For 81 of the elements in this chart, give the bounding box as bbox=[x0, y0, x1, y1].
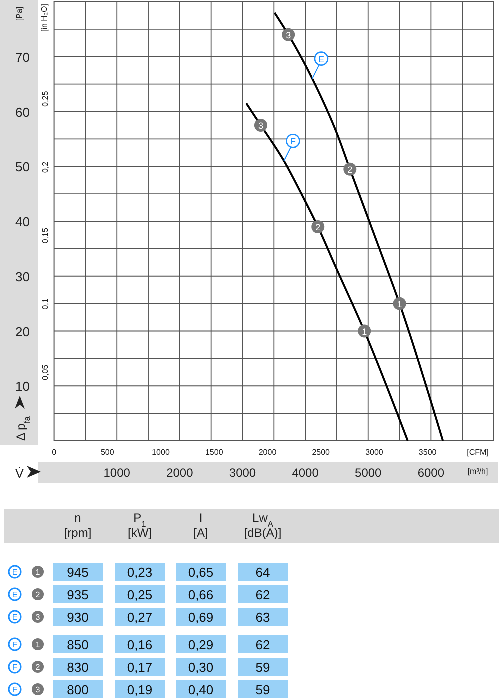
data-label: 0,25 bbox=[127, 588, 153, 602]
text: [m³/h] bbox=[468, 467, 488, 476]
data-label: 0,29 bbox=[188, 638, 214, 652]
data-label: 800 bbox=[67, 682, 89, 698]
data-label: 62 bbox=[256, 588, 270, 602]
x-tick-label: n [rpm] bbox=[64, 511, 92, 540]
annotation: 1 bbox=[397, 299, 402, 310]
annotation: 3 bbox=[258, 120, 264, 131]
y2-tick-label: 0,1 bbox=[41, 298, 50, 310]
data-label: 0,40 bbox=[188, 682, 214, 698]
y2-tick-label: 2 bbox=[36, 590, 41, 600]
y-tick-label: 50 bbox=[16, 160, 30, 175]
x-tick-label: Lw$_{A}$ [dB(A)] bbox=[244, 511, 282, 540]
data-label: 0,66 bbox=[188, 588, 214, 602]
text: [Pa] bbox=[15, 6, 24, 22]
data-label: 59 bbox=[256, 682, 270, 698]
data-label: 0,30 bbox=[188, 660, 214, 675]
data-label: 64 bbox=[256, 565, 270, 580]
y-tick-label: 10 bbox=[16, 379, 30, 394]
annotation: 1 bbox=[362, 326, 368, 337]
x-tick-label: 3000 bbox=[229, 466, 256, 480]
y-tick-label: 30 bbox=[16, 269, 30, 284]
y2-axis-title: [in H₂O] bbox=[40, 4, 49, 32]
line-series bbox=[246, 102, 409, 442]
y-tick-label: E bbox=[12, 613, 18, 622]
series-label: F bbox=[290, 136, 296, 147]
x-tick-label: 2000 bbox=[166, 466, 194, 480]
y-tick-label: 60 bbox=[16, 104, 30, 120]
data-label: 930 bbox=[67, 610, 89, 625]
x2-tick-label: 3500 bbox=[418, 448, 438, 457]
data-label: 945 bbox=[67, 565, 89, 580]
x2-tick-label: 2000 bbox=[258, 448, 278, 457]
y-tick-label: F bbox=[12, 663, 18, 672]
data-label: 0,19 bbox=[127, 682, 153, 698]
y2-tick-label: 1 bbox=[36, 568, 41, 577]
data-label: 850 bbox=[67, 638, 89, 652]
series-label: E bbox=[318, 54, 324, 64]
y-tick-label: E bbox=[12, 590, 18, 600]
data-label: 0,16 bbox=[127, 638, 153, 652]
x-tick-label: I [A] bbox=[194, 511, 208, 540]
x-tick-label: P$_{1}$ [kW] bbox=[128, 511, 152, 540]
y2-tick-label: 3 bbox=[36, 613, 41, 622]
y2-tick-label: 0,25 bbox=[41, 90, 50, 107]
data-label: 63 bbox=[256, 610, 270, 625]
y-tick-label: 20 bbox=[16, 324, 30, 340]
y-tick-label: F bbox=[12, 640, 18, 650]
x-axis-title: V̇ bbox=[15, 466, 24, 481]
y2-tick-label: 0,15 bbox=[41, 228, 50, 244]
data-label: 0,65 bbox=[188, 565, 214, 580]
y2-tick-label: 3 bbox=[36, 686, 41, 694]
y2-tick-label: 0,2 bbox=[41, 161, 50, 174]
data-label: 935 bbox=[67, 588, 89, 602]
y2-tick-label: 1 bbox=[36, 640, 41, 650]
y-tick-label: F bbox=[12, 686, 18, 694]
annotation: 2 bbox=[316, 222, 321, 232]
x-tick-label: 4000 bbox=[292, 466, 320, 480]
y-tick-label: E bbox=[12, 568, 18, 577]
x2-tick-label: 1500 bbox=[205, 448, 224, 457]
x2-axis-title: [CFM] bbox=[467, 448, 489, 457]
x2-tick-label: 1000 bbox=[152, 448, 170, 457]
y2-tick-label: 0,05 bbox=[41, 364, 50, 380]
x-tick-label: 5000 bbox=[355, 466, 382, 480]
data-label: 0,27 bbox=[127, 610, 153, 625]
y-tick-label: 40 bbox=[16, 214, 30, 230]
y-tick-label: 70 bbox=[16, 50, 30, 65]
data-label: 0,69 bbox=[188, 610, 214, 625]
x2-tick-label: 3000 bbox=[366, 448, 384, 457]
x-tick-label: 6000 bbox=[418, 466, 445, 480]
y2-tick-label: 2 bbox=[36, 663, 41, 672]
annotation: 3 bbox=[286, 30, 292, 40]
data-label: 0,23 bbox=[127, 565, 153, 580]
annotation: 2 bbox=[348, 164, 353, 175]
line-series bbox=[274, 12, 444, 442]
x2-tick-label: 500 bbox=[100, 448, 115, 457]
x-tick-label: 1000 bbox=[104, 466, 131, 480]
x2-tick-label: 2500 bbox=[312, 448, 331, 457]
data-label: 0,17 bbox=[127, 660, 153, 675]
data-label: 59 bbox=[256, 660, 270, 675]
x2-tick-label: 0 bbox=[52, 448, 58, 457]
data-label: 62 bbox=[256, 638, 270, 652]
data-label: 830 bbox=[67, 660, 89, 675]
